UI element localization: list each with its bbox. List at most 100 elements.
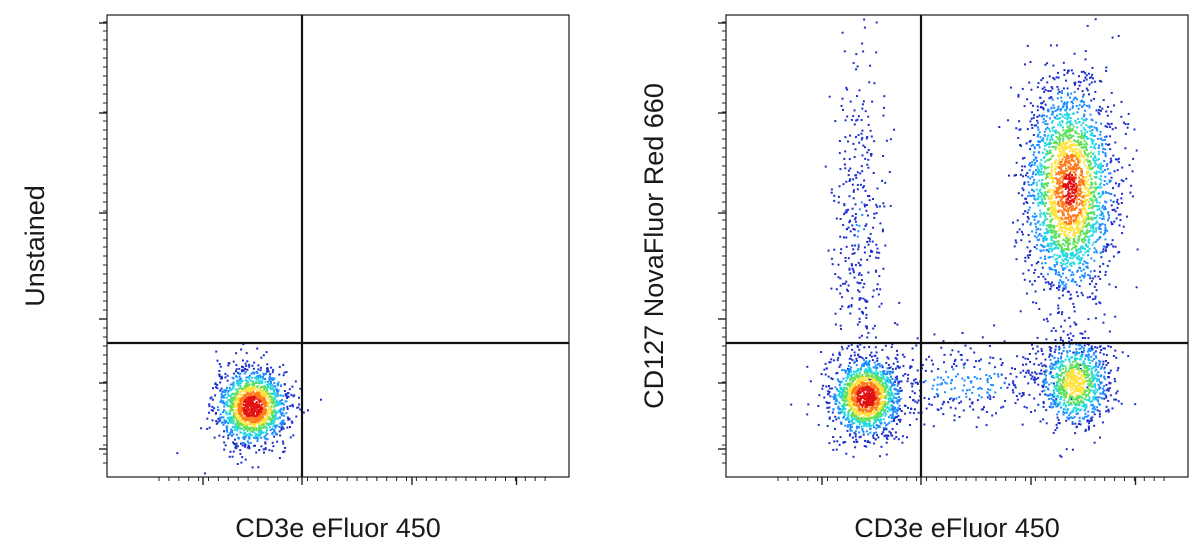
event-dot: [176, 452, 179, 455]
event-dot: [282, 427, 285, 430]
event-dot: [1062, 378, 1065, 381]
event-dot: [1049, 350, 1052, 353]
event-dot: [1056, 362, 1059, 365]
event-dot: [222, 411, 224, 414]
event-dot: [834, 273, 837, 276]
event-dot: [235, 416, 238, 419]
event-dot: [1083, 362, 1086, 365]
event-dot: [1061, 267, 1064, 270]
event-dot: [1091, 359, 1094, 362]
event-dot: [1040, 164, 1043, 166]
event-dot: [272, 445, 275, 448]
event-dot: [1089, 192, 1092, 195]
event-dot: [1081, 294, 1084, 297]
event-dot: [958, 396, 961, 399]
event-dot: [942, 378, 945, 381]
event-dot: [282, 419, 285, 422]
event-dot: [1087, 414, 1090, 417]
event-dot: [1076, 357, 1079, 360]
event-dot: [973, 366, 976, 368]
event-dot: [1084, 72, 1087, 75]
event-dot: [1122, 225, 1125, 228]
event-dot: [1059, 124, 1062, 127]
event-dot: [266, 417, 269, 420]
event-dot: [1107, 217, 1110, 220]
event-dot: [846, 367, 849, 370]
event-dot: [255, 401, 258, 403]
event-dot: [988, 393, 991, 396]
event-dot: [1072, 388, 1075, 391]
event-dot: [1098, 385, 1101, 388]
event-dot: [1074, 404, 1077, 407]
event-dot: [256, 436, 259, 439]
event-dot: [1051, 365, 1054, 368]
event-dot: [1027, 234, 1030, 236]
event-dot: [262, 427, 265, 429]
event-dot: [928, 403, 931, 406]
event-dot: [1121, 166, 1124, 169]
event-dot: [233, 409, 236, 412]
event-dot: [1052, 382, 1055, 385]
event-dot: [1094, 196, 1096, 199]
event-dot: [216, 387, 219, 390]
event-dot: [1036, 135, 1039, 138]
event-dot: [1054, 246, 1057, 249]
event-dot: [985, 411, 988, 413]
event-dot: [234, 426, 237, 429]
event-dot: [1038, 131, 1041, 134]
event-dot: [239, 399, 242, 402]
event-dot: [1099, 183, 1102, 186]
event-dot: [269, 408, 272, 410]
event-dot: [225, 420, 228, 423]
event-dot: [1054, 214, 1057, 217]
event-dot: [1087, 428, 1090, 431]
event-dot: [986, 391, 989, 394]
event-dot: [244, 382, 247, 385]
event-dot: [1085, 354, 1088, 357]
event-dot: [263, 436, 266, 438]
event-dot: [1030, 377, 1033, 380]
event-dot: [225, 430, 228, 433]
event-dot: [1050, 250, 1053, 253]
event-dot: [255, 427, 258, 430]
event-dot: [1062, 238, 1065, 241]
event-dot: [1049, 283, 1052, 286]
event-dot: [1066, 136, 1069, 139]
event-dot: [834, 120, 837, 123]
event-dot: [1077, 139, 1080, 142]
event-dot: [1046, 232, 1049, 235]
event-dot: [1080, 134, 1083, 137]
event-dot: [1057, 147, 1060, 149]
event-dot: [1092, 406, 1095, 409]
event-dot: [1019, 310, 1022, 313]
event-dot: [1044, 89, 1047, 91]
event-dot: [1081, 405, 1084, 408]
event-dot: [1046, 320, 1049, 323]
event-dot: [223, 405, 226, 408]
event-dot: [1087, 357, 1090, 360]
event-dot: [265, 404, 268, 407]
event-dot: [1062, 330, 1065, 333]
event-dot: [1051, 230, 1054, 233]
event-dot: [1057, 307, 1060, 310]
event-dot: [1077, 133, 1080, 136]
event-dot: [1067, 116, 1070, 119]
event-dot: [224, 410, 227, 413]
event-dot: [1099, 436, 1101, 439]
event-dot: [1085, 148, 1088, 151]
event-dot: [1066, 101, 1069, 104]
event-dot: [242, 416, 244, 419]
event-dot: [1065, 255, 1068, 257]
event-dot: [1135, 286, 1138, 289]
event-dot: [232, 402, 235, 405]
event-dot: [837, 276, 840, 279]
event-dot: [867, 195, 869, 197]
event-dot: [1090, 216, 1093, 219]
event-dot: [1051, 281, 1054, 284]
event-dot: [843, 204, 846, 207]
event-dot: [259, 409, 262, 412]
event-dot: [1075, 387, 1078, 390]
event-dot: [1072, 254, 1075, 257]
event-dot: [1113, 194, 1116, 197]
event-dot: [973, 351, 976, 354]
